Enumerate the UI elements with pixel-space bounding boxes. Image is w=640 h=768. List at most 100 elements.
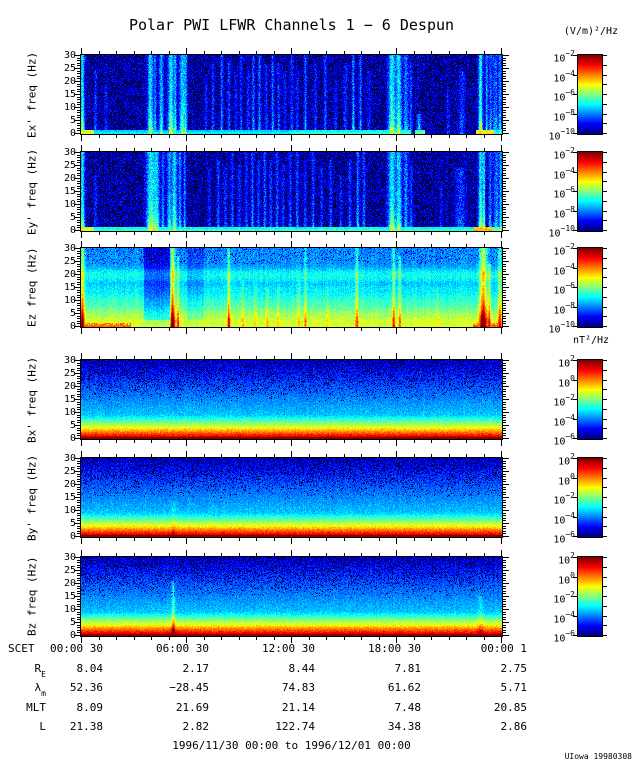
colorbar-tick-label: 102	[558, 354, 575, 370]
colorbar-tick-label: 10−4	[553, 166, 575, 182]
y-tick-label: 5	[69, 420, 76, 431]
ephemeris-value: 61.62	[387, 681, 421, 694]
colorbar-tick-label: 10−6	[553, 530, 575, 546]
ephemeris-value: 74.83	[281, 681, 315, 694]
colorbar-tick-label: 10−4	[553, 610, 575, 626]
figure-title: Polar PWI LFWR Channels 1 − 6 Despun	[128, 16, 455, 34]
colorbar-e-1	[577, 54, 603, 135]
y-tick-label: 30	[63, 50, 76, 61]
ephemeris-row-label: L	[39, 720, 46, 733]
colorbar-tick-label: 100	[558, 472, 575, 488]
ephemeris-value: −28.45	[169, 681, 209, 694]
ephemeris-value: 20.85	[493, 701, 527, 714]
y-tick-label: 20	[63, 578, 76, 589]
spectrogram-canvas-ez	[80, 247, 503, 328]
ephemeris-value: 12:00 30	[262, 642, 315, 655]
y-axis-label-bx: Bx' freq (Hz)	[25, 356, 39, 443]
y-tick-label: 20	[63, 479, 76, 490]
y-tick-label: 20	[63, 76, 76, 87]
y-tick-label: 25	[63, 565, 76, 576]
ephemeris-value: 8.09	[76, 701, 104, 714]
y-tick-label: 30	[63, 355, 76, 366]
ephemeris-value: 8.04	[76, 662, 104, 675]
spectrogram-canvas-bz	[80, 556, 503, 637]
y-tick-label: 15	[63, 282, 76, 293]
colorbar-tick-label: 10−6	[553, 432, 575, 448]
colorbar-tick-label: 10−6	[553, 88, 575, 104]
y-tick-label: 25	[63, 160, 76, 171]
y-axis-label-ex: Ex' freq (Hz)	[25, 51, 39, 138]
colorbar-tick-label: 10−6	[553, 281, 575, 297]
y-tick-label: 5	[69, 115, 76, 126]
colorbar-b-3	[577, 556, 603, 637]
colorbar-tick-label: 100	[558, 571, 575, 587]
ephemeris-value: 2.82	[182, 720, 210, 733]
colorbar-tick-label: 102	[558, 452, 575, 468]
colorbar-e-2	[577, 151, 603, 232]
colorbar-e-3	[577, 247, 603, 328]
y-tick-label: 10	[63, 199, 76, 210]
spectrogram-canvas-by	[80, 457, 503, 538]
ephemeris-row-label: MLT	[26, 701, 46, 714]
ephemeris-value: 00:00 30	[50, 642, 103, 655]
y-tick-label: 30	[63, 453, 76, 464]
colorbar-tick-label: 10−4	[553, 413, 575, 429]
colorbar-tick-label: 10−6	[553, 629, 575, 645]
ephemeris-value: 2.75	[500, 662, 528, 675]
y-tick-label: 15	[63, 591, 76, 602]
y-tick-label: 0	[69, 531, 76, 542]
y-tick-label: 10	[63, 295, 76, 306]
scet-axis-label: SCET	[8, 642, 35, 655]
colorbar-tick-label: 10−4	[553, 511, 575, 527]
y-tick-label: 0	[69, 630, 76, 641]
colorbar-tick-label: 10−6	[553, 185, 575, 201]
y-tick-label: 25	[63, 368, 76, 379]
y-tick-label: 5	[69, 518, 76, 529]
y-tick-label: 5	[69, 617, 76, 628]
y-tick-label: 15	[63, 89, 76, 100]
y-tick-label: 5	[69, 212, 76, 223]
colorbar-tick-label: 102	[558, 551, 575, 567]
y-tick-label: 15	[63, 186, 76, 197]
colorbar-b-1	[577, 359, 603, 440]
y-tick-label: 30	[63, 552, 76, 563]
ephemeris-value: 8.44	[288, 662, 316, 675]
ephemeris-value: 34.38	[387, 720, 421, 733]
ephemeris-value: 2.17	[182, 662, 210, 675]
spectrogram-canvas-bx	[80, 359, 503, 440]
colorbar-tick-label: 10−4	[553, 69, 575, 85]
y-tick-label: 15	[63, 492, 76, 503]
ephemeris-value: 21.38	[69, 720, 103, 733]
colorbar-tick-label: 10−2	[553, 242, 575, 258]
ephemeris-value: 7.81	[394, 662, 422, 675]
y-tick-label: 0	[69, 128, 76, 139]
ephemeris-value: 2.86	[500, 720, 528, 733]
y-tick-label: 10	[63, 407, 76, 418]
colorbar-tick-label: 10−8	[553, 301, 575, 317]
y-tick-label: 30	[63, 243, 76, 254]
spectrogram-canvas-ex	[80, 54, 503, 135]
colorbar-tick-label: 10−2	[553, 393, 575, 409]
y-axis-label-ey: Ey' freq (Hz)	[25, 148, 39, 235]
ephemeris-value: 00:00 1	[480, 642, 527, 655]
y-tick-label: 15	[63, 394, 76, 405]
y-tick-label: 0	[69, 225, 76, 236]
colorbar-b-2	[577, 457, 603, 538]
colorbar-tick-label: 10−8	[553, 205, 575, 221]
ephemeris-value: 18:00 30	[368, 642, 421, 655]
y-tick-label: 25	[63, 63, 76, 74]
spectrogram-canvas-ey	[80, 151, 503, 232]
ephemeris-value: 122.74	[275, 720, 315, 733]
y-tick-label: 30	[63, 147, 76, 158]
y-tick-label: 20	[63, 381, 76, 392]
ephemeris-value: 06:00 30	[156, 642, 209, 655]
colorbar-tick-label: 10−10	[548, 320, 576, 336]
y-axis-label-ez: Ez freq (Hz)	[25, 247, 39, 328]
colorbar-tick-label: 10−2	[553, 49, 575, 65]
colorbar-tick-label: 10−2	[553, 146, 575, 162]
y-tick-label: 0	[69, 433, 76, 444]
y-axis-label-by: By' freq (Hz)	[25, 454, 39, 541]
ephemeris-row-label: λm	[34, 681, 46, 699]
ephemeris-value: 21.14	[281, 701, 315, 714]
